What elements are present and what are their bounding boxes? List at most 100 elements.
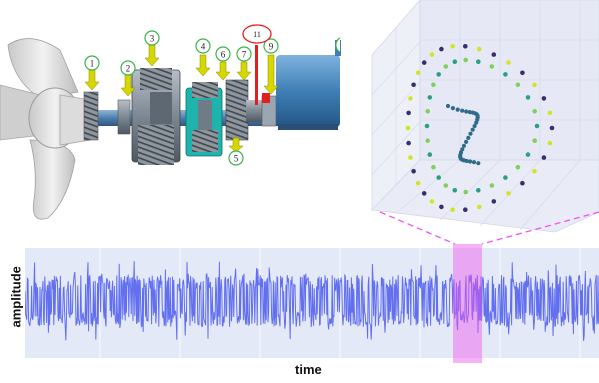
scatter-point (464, 158, 469, 164)
signal-panel (25, 244, 599, 363)
scatter-point (470, 127, 475, 132)
scatter-point (463, 207, 468, 212)
scatter-point (549, 125, 555, 131)
scatter-point (429, 199, 435, 204)
scatter-point (532, 168, 537, 174)
scatter-point (491, 199, 497, 204)
x-axis-label: time (295, 362, 322, 377)
scatter-point (427, 152, 433, 157)
scatter-point (443, 183, 449, 188)
gear-ring-1 (150, 92, 172, 124)
scatter-point (463, 189, 469, 195)
scatter-point (468, 131, 473, 136)
scatter-point (408, 155, 413, 160)
scatter-point (408, 96, 413, 101)
scatter-point (452, 59, 458, 64)
scatter-point (439, 46, 444, 52)
scatter-point (468, 159, 473, 164)
scatter-point (460, 108, 465, 113)
scatter-point (464, 109, 469, 114)
scatter-point (476, 188, 481, 193)
gear-teeth-1b (138, 125, 174, 165)
scatter-point (463, 44, 468, 49)
scatter-point (431, 82, 436, 88)
callout-5: 5 (228, 150, 244, 166)
scatter-point (427, 95, 433, 100)
scatter-point (506, 60, 511, 65)
scatter-point (406, 110, 411, 116)
scatter-point (474, 120, 479, 125)
callout-label: 11 (253, 30, 261, 39)
scatter-point (541, 96, 547, 101)
scatter-point (425, 138, 431, 143)
scatter-point (466, 135, 471, 140)
generator (276, 55, 340, 127)
scatter-point (520, 180, 525, 186)
scatter-point (455, 107, 460, 112)
callout-label: 1 (90, 59, 95, 69)
scatter-point (547, 140, 553, 146)
scatter-point (476, 161, 481, 166)
scatter-point (464, 139, 469, 144)
callout-4: 4 (195, 38, 211, 54)
scatter-point (415, 180, 421, 186)
scatter-point (436, 72, 442, 77)
scatter-point (425, 109, 431, 114)
scatter-point (541, 155, 547, 160)
scatter-point (503, 175, 508, 180)
callout-3: 3 (144, 30, 160, 46)
scatter-point (450, 106, 455, 111)
scatter-point (472, 123, 477, 129)
scatter-point (431, 164, 436, 170)
scatter-points (405, 44, 555, 212)
scatter-point (443, 64, 449, 69)
callout-label: 5 (234, 154, 239, 164)
scatter-point (476, 46, 482, 52)
callout-2: 2 (120, 60, 136, 76)
gear-teeth-2b (192, 130, 218, 152)
bearing-2 (117, 99, 131, 135)
gear-core-2 (198, 100, 212, 130)
scatter-point (445, 103, 451, 109)
scatter-point (405, 125, 411, 131)
scatter-point (520, 70, 525, 76)
highlight-marker (255, 45, 258, 105)
callout-6: 6 (215, 46, 231, 62)
callout-9: 9 (263, 38, 279, 54)
scatter-point (489, 183, 495, 188)
callout-1: 1 (84, 55, 100, 71)
scatter-point (471, 160, 477, 165)
gear-housing-3 (225, 79, 249, 141)
scatter-point (515, 164, 521, 170)
signal-highlight-window[interactable] (453, 244, 482, 363)
callout-label: 3 (150, 34, 155, 44)
scatter-point (491, 52, 497, 57)
scatter-point (547, 110, 553, 116)
scatter-point (452, 188, 458, 193)
highlight-marker-base (262, 93, 270, 103)
scatter-point (532, 109, 537, 114)
scatter-point (532, 138, 537, 143)
scatter-point (424, 123, 430, 129)
scatter-point (534, 123, 540, 129)
scatter-point (429, 52, 435, 57)
scatter-point (489, 64, 495, 69)
generator-foot (278, 124, 338, 130)
scatter-point (439, 204, 444, 210)
y-axis-label: amplitude (8, 266, 24, 328)
scatter-point (461, 143, 467, 148)
scatter-point (476, 59, 481, 64)
callout-7: 7 (236, 46, 252, 62)
scatter-point (450, 44, 455, 49)
indicator-arrows (84, 44, 279, 153)
zoom-connector-left (379, 211, 456, 245)
rotor-blade-upper (7, 38, 79, 99)
gear-teeth-1a (140, 68, 172, 90)
scatter-point (463, 57, 469, 63)
scatter-point (532, 82, 537, 88)
pane-floor (371, 159, 599, 233)
callout-partial (335, 37, 341, 53)
scatter-point (411, 168, 416, 174)
scatter-point (436, 175, 442, 180)
